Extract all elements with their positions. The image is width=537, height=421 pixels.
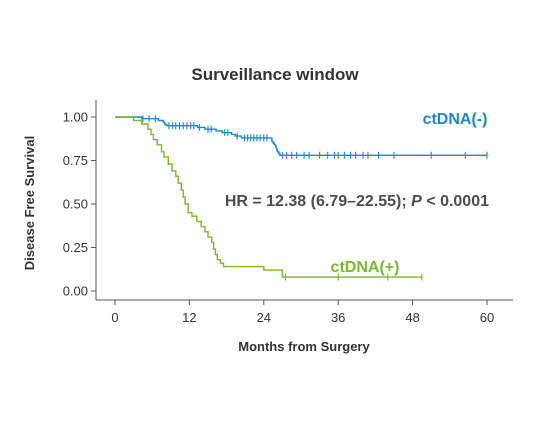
y-tick-label: 0.50 [63,197,88,212]
x-tick-label: 0 [111,310,118,325]
series-label-ctdna-positive: ctDNA(+) [331,259,400,276]
axes: 0 12 24 36 48 60 0.00 0.25 0.50 0.75 1.00 [63,100,513,325]
series-layer [115,115,488,281]
x-tick-label: 48 [405,310,419,325]
p-text: < 0.0001 [422,193,489,210]
x-tick-label: 60 [480,310,494,325]
y-tick-label: 0.00 [63,284,88,299]
x-axis-label: Months from Surgery [238,339,370,354]
x-tick-label: 36 [331,310,345,325]
series-label-ctdna-negative: ctDNA(-) [423,111,488,128]
hazard-ratio-annotation: HR = 12.38 (6.79–22.55); P < 0.0001 [225,193,489,210]
y-axis-label: Disease Free Survival [22,136,37,270]
y-tick-label: 0.25 [63,240,88,255]
x-tick-label: 12 [182,310,196,325]
km-curve-ctdna-positive [115,116,422,278]
chart-title: Surveillance window [191,65,359,84]
p-symbol: P [411,193,422,210]
km-curve-ctdna-negative [115,116,487,156]
y-tick-label: 1.00 [63,110,88,125]
x-tick-label: 24 [257,310,271,325]
y-tick-label: 0.75 [63,153,88,168]
hr-text: HR = 12.38 (6.79–22.55); [225,193,411,210]
